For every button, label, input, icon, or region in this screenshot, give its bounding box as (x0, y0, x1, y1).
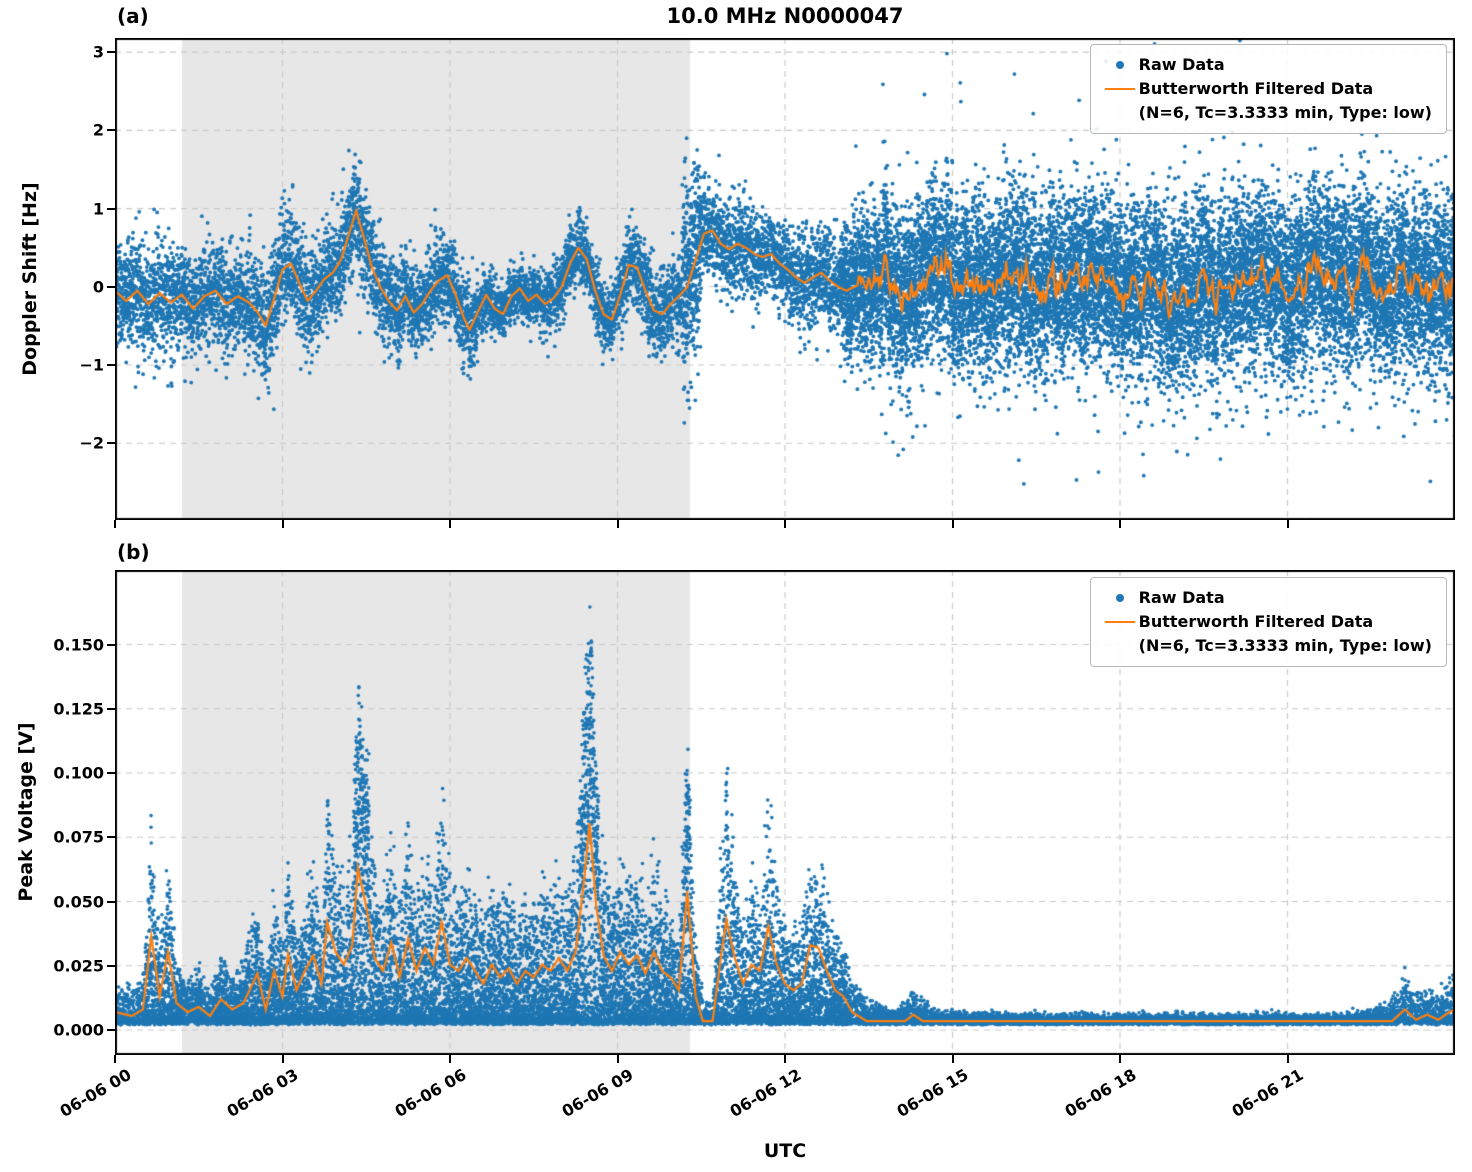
y-tick-mark (107, 129, 115, 132)
y-tick-label: 0.025 (53, 956, 104, 976)
legend-filtered-label: Butterworth Filtered Data (1138, 79, 1374, 98)
x-tick-label: 06-06 06 (391, 1065, 470, 1121)
y-tick-mark (107, 442, 115, 445)
y-tick-mark (107, 900, 115, 903)
legend-raw-label: Raw Data (1138, 588, 1225, 607)
legend-filtered-params: (N=6, Tc=3.3333 min, Type: low) (1138, 636, 1432, 655)
x-tick-mark (1119, 520, 1121, 528)
y-tick-label: 0.050 (53, 892, 104, 912)
x-tick-mark (449, 1055, 451, 1063)
panel-b-legend: Raw Data Butterworth Filtered Data (N=6,… (1089, 577, 1447, 667)
x-tick-mark (449, 520, 451, 528)
x-tick-label: 06-06 21 (1229, 1065, 1307, 1121)
panel-b-label: (b) (117, 540, 150, 564)
legend-filtered-params: (N=6, Tc=3.3333 min, Type: low) (1138, 103, 1432, 122)
x-tick-mark (114, 1055, 116, 1063)
x-tick-mark (616, 520, 619, 528)
y-tick-mark (107, 836, 115, 839)
legend-raw-row: Raw Data (1101, 53, 1432, 77)
x-tick-label: 06-06 12 (726, 1065, 805, 1121)
x-tick-mark (1119, 1055, 1121, 1063)
legend-filtered-params-row: (N=6, Tc=3.3333 min, Type: low) (1101, 101, 1432, 125)
x-tick-mark (784, 520, 786, 528)
raw-data-marker-icon (1101, 594, 1139, 602)
y-tick-mark (107, 207, 115, 210)
x-tick-mark (1286, 520, 1289, 528)
raw-data-marker-icon (1101, 61, 1139, 69)
x-tick-mark (951, 520, 954, 528)
panel-a-ylabel: Doppler Shift [Hz] (19, 182, 41, 376)
legend-filtered-label: Butterworth Filtered Data (1138, 612, 1374, 631)
x-tick-mark (281, 1055, 284, 1063)
x-tick-mark (616, 1055, 619, 1063)
x-tick-mark (951, 1055, 954, 1063)
y-tick-mark (107, 364, 115, 367)
panel-a-label: (a) (117, 4, 149, 28)
y-tick-mark (107, 964, 115, 967)
y-tick-label: 1 (92, 199, 104, 219)
panel-a-legend: Raw Data Butterworth Filtered Data (N=6,… (1089, 44, 1447, 134)
y-tick-label: 0.100 (53, 763, 104, 783)
x-tick-mark (784, 1055, 786, 1063)
legend-filtered-row: Butterworth Filtered Data (1101, 610, 1432, 634)
x-tick-mark (281, 520, 284, 528)
x-tick-mark (1286, 1055, 1289, 1063)
y-tick-mark (107, 51, 115, 54)
filtered-line-icon (1101, 621, 1139, 623)
legend-filtered-row: Butterworth Filtered Data (1101, 77, 1432, 101)
y-tick-label: 0.150 (53, 635, 104, 655)
page-title: 10.0 MHz N0000047 (666, 4, 904, 28)
y-tick-label: 2 (92, 120, 104, 140)
x-tick-label: 06-06 03 (224, 1065, 302, 1121)
y-tick-label: 0.075 (53, 827, 104, 847)
y-tick-label: −2 (79, 433, 104, 453)
panel-b-ylabel: Peak Voltage [V] (15, 722, 37, 902)
y-tick-mark (107, 285, 115, 288)
x-tick-mark (114, 520, 116, 528)
legend-raw-label: Raw Data (1138, 55, 1225, 74)
y-tick-mark (107, 643, 115, 646)
y-tick-label: 0 (92, 277, 104, 297)
x-axis-label: UTC (763, 1140, 807, 1162)
y-tick-label: 3 (92, 42, 104, 62)
legend-raw-row: Raw Data (1101, 586, 1432, 610)
y-tick-mark (107, 707, 115, 710)
y-tick-label: 0.125 (53, 699, 104, 719)
legend-filtered-params-row: (N=6, Tc=3.3333 min, Type: low) (1101, 634, 1432, 658)
y-tick-label: −1 (79, 355, 104, 375)
x-tick-label: 06-06 00 (56, 1065, 135, 1121)
y-tick-mark (107, 772, 115, 775)
filtered-line-icon (1101, 88, 1139, 90)
x-tick-label: 06-06 15 (894, 1065, 972, 1121)
x-tick-label: 06-06 18 (1061, 1065, 1140, 1121)
y-tick-mark (107, 1029, 115, 1032)
x-tick-label: 06-06 09 (559, 1065, 637, 1121)
y-tick-label: 0.000 (53, 1020, 104, 1040)
